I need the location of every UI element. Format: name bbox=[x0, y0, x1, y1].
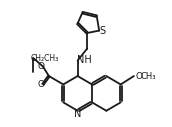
Text: O: O bbox=[135, 72, 142, 81]
Text: S: S bbox=[99, 26, 106, 36]
Text: O: O bbox=[37, 80, 44, 89]
Text: NH: NH bbox=[77, 55, 92, 65]
Text: N: N bbox=[74, 109, 81, 119]
Text: O: O bbox=[37, 62, 44, 71]
Text: CH₃: CH₃ bbox=[140, 72, 156, 81]
Text: CH₂CH₃: CH₂CH₃ bbox=[30, 54, 59, 63]
